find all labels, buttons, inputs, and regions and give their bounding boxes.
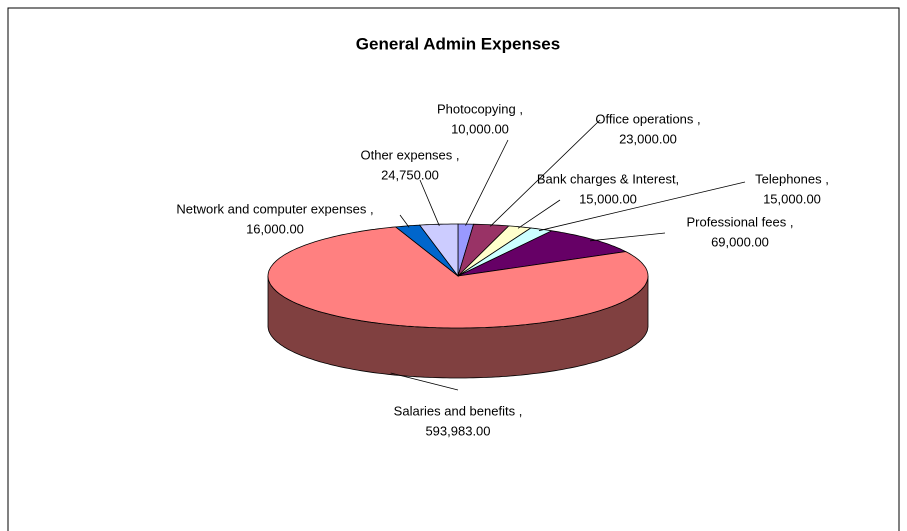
pie-slice [457,230,627,277]
category-label: Professional fees , [687,214,794,229]
leader-line [490,119,601,227]
leader-line [399,214,410,228]
pie-slice [267,226,649,329]
chart-border [7,7,900,531]
category-label: Bank charges & Interest, [537,171,679,186]
value-label: 23,000.00 [619,131,677,146]
value-label: 593,983.00 [425,423,490,438]
chart-title: General Admin Expenses [356,34,560,53]
value-label: 24,750.00 [381,167,439,182]
category-label: Telephones , [755,171,829,186]
value-label: 69,000.00 [711,234,769,249]
leader-line [465,139,509,226]
leader-line [419,179,440,226]
category-label: Network and computer expenses , [176,201,373,216]
category-label: Office operations , [595,111,700,126]
category-label: Other expenses , [361,147,460,162]
leader-line [590,232,666,242]
leader-line [538,181,746,232]
value-label: 15,000.00 [763,191,821,206]
leader-line [390,372,459,391]
value-label: 16,000.00 [246,221,304,236]
value-label: 10,000.00 [451,121,509,136]
category-label: Photocopying , [437,101,523,116]
category-label: Salaries and benefits , [394,403,523,418]
leader-line [517,199,561,229]
value-label: 15,000.00 [579,191,637,206]
pie-slice [457,227,554,277]
